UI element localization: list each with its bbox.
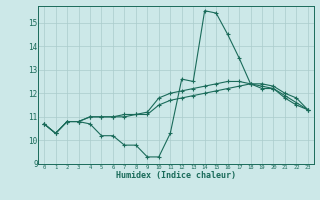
X-axis label: Humidex (Indice chaleur): Humidex (Indice chaleur) — [116, 171, 236, 180]
